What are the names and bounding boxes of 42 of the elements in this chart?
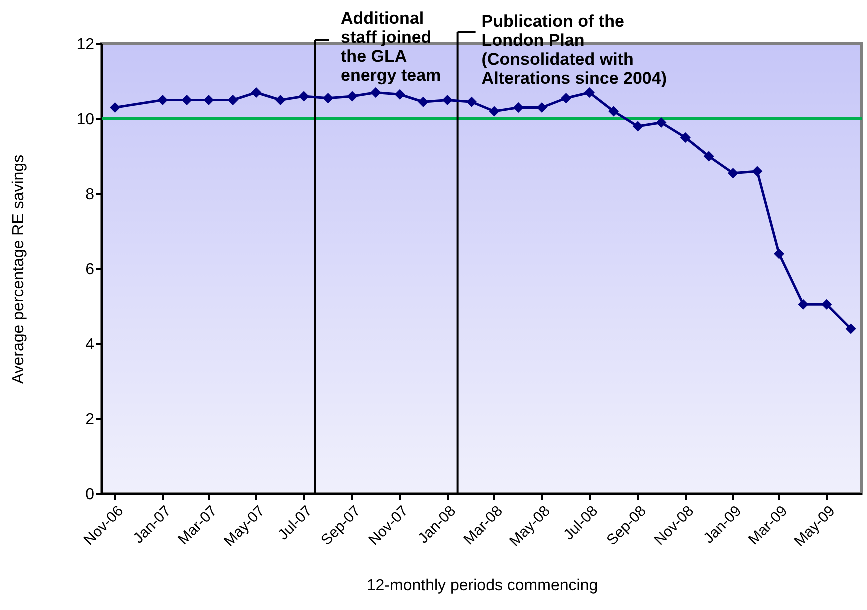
point: [704, 151, 714, 162]
point: [182, 95, 192, 106]
point: [728, 168, 738, 179]
point: [442, 95, 453, 106]
point: [418, 96, 429, 108]
point: [822, 299, 832, 310]
y-tick-label: 12: [76, 36, 95, 54]
point: [584, 88, 595, 98]
point: [251, 88, 262, 98]
y-tick-label: 2: [86, 412, 95, 428]
point: [632, 121, 644, 132]
y-tick-label: 8: [86, 186, 95, 204]
point: [846, 324, 856, 334]
point: [561, 93, 572, 104]
point: [298, 91, 310, 102]
point: [110, 102, 121, 113]
point: [323, 93, 334, 104]
point: [536, 102, 548, 113]
point: [680, 132, 691, 143]
y-tick-label: 4: [86, 336, 95, 354]
point: [394, 89, 406, 100]
x-axis-title: 12-monthly periods commencing: [366, 577, 598, 594]
ref-line-label: Additional staff joined the GLA energy team: [341, 9, 442, 85]
point: [158, 95, 168, 106]
point: [466, 96, 478, 108]
point: [347, 91, 358, 102]
y-axis-title: Average percentage RE savings: [10, 154, 28, 384]
point: [513, 102, 524, 113]
point: [228, 95, 238, 106]
point: [489, 106, 500, 117]
point: [656, 118, 667, 128]
y-tick-label: 10: [76, 112, 95, 128]
y-tick-label: 6: [86, 262, 95, 278]
point: [204, 95, 214, 106]
point: [752, 166, 763, 177]
y-tick-label: 0: [86, 486, 95, 504]
point: [608, 106, 620, 117]
point: [275, 95, 286, 106]
point: [774, 248, 785, 260]
ref-line-label: Publication of the London Plan (Consolidated with Alterations since 2004): [482, 12, 668, 88]
point: [798, 299, 809, 310]
point: [370, 88, 382, 98]
